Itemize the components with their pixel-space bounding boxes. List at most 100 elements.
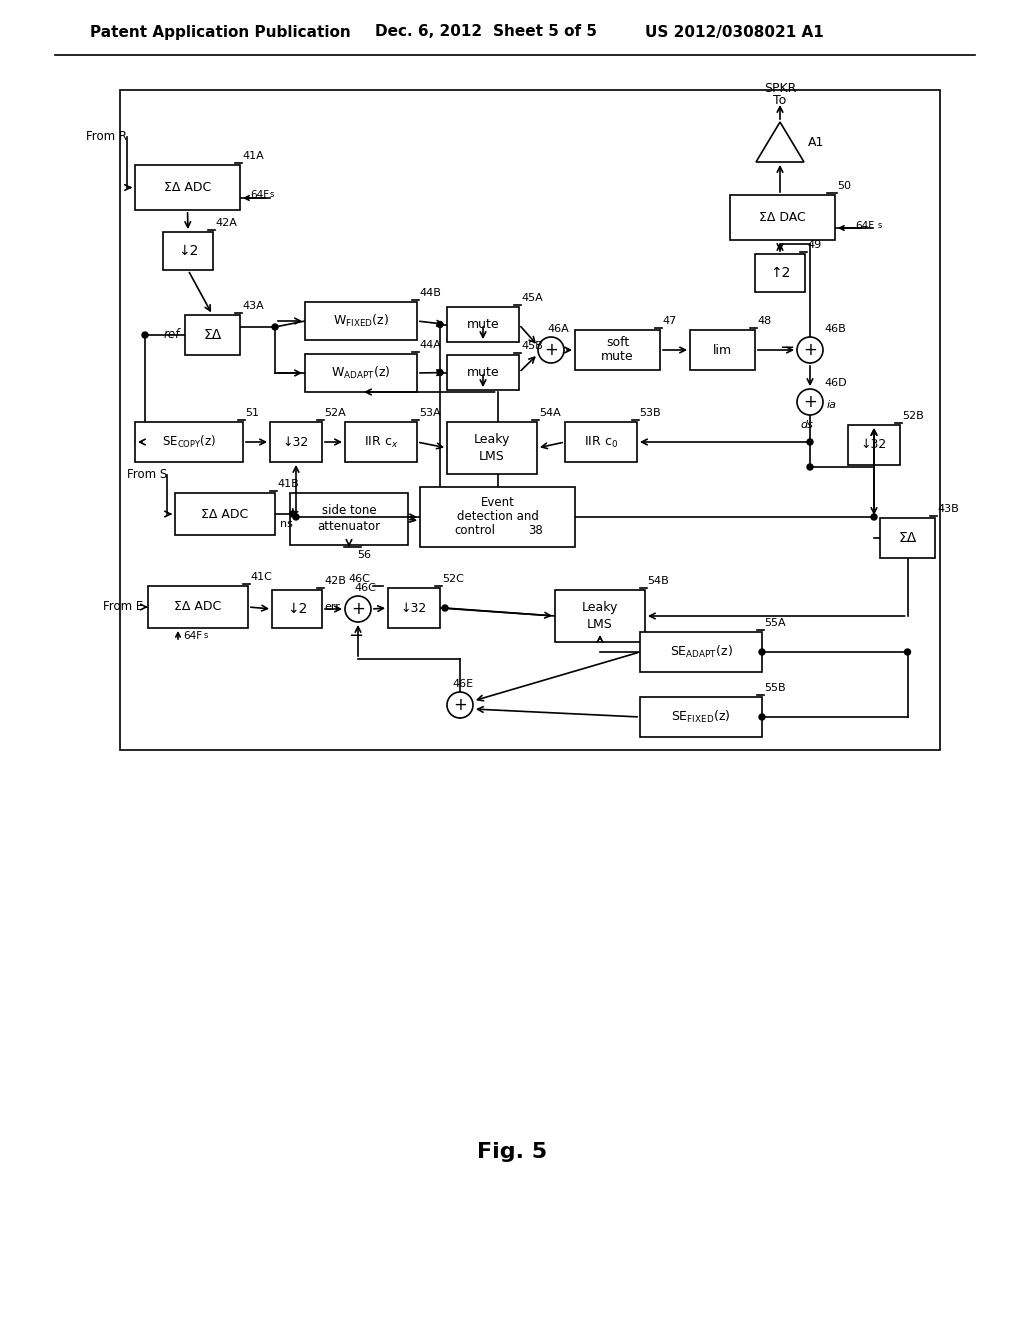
Text: 42A: 42A [215,218,237,228]
Text: 55B: 55B [764,682,785,693]
Text: Dec. 6, 2012: Dec. 6, 2012 [375,25,482,40]
FancyBboxPatch shape [135,422,243,462]
Text: 52C: 52C [442,574,464,583]
Text: ΣΔ: ΣΔ [204,327,221,342]
Text: side tone: side tone [322,504,376,517]
Text: 43A: 43A [242,301,264,312]
Text: IIR c$_x$: IIR c$_x$ [364,434,398,450]
FancyBboxPatch shape [447,308,519,342]
FancyBboxPatch shape [640,632,762,672]
Circle shape [759,714,765,719]
Text: ΣΔ ADC: ΣΔ ADC [174,601,221,614]
Text: Leaky: Leaky [474,433,510,446]
Text: 45B: 45B [521,341,543,351]
Text: 41B: 41B [278,479,299,488]
Text: Patent Application Publication: Patent Application Publication [90,25,351,40]
Text: attenuator: attenuator [317,520,381,533]
Text: lim: lim [713,343,732,356]
Text: ↓32: ↓32 [861,438,887,451]
FancyBboxPatch shape [270,422,322,462]
Text: 47: 47 [662,315,676,326]
Text: ↑2: ↑2 [770,267,791,280]
Text: −: − [348,627,364,645]
Circle shape [142,333,148,338]
Circle shape [293,513,299,520]
Text: 52A: 52A [324,408,346,418]
FancyBboxPatch shape [135,165,240,210]
Text: 46D: 46D [824,378,847,388]
Text: 50: 50 [837,181,851,191]
FancyBboxPatch shape [755,253,805,292]
Text: Fig. 5: Fig. 5 [477,1142,547,1162]
Circle shape [447,692,473,718]
Text: 52B: 52B [902,411,924,421]
Text: US 2012/0308021 A1: US 2012/0308021 A1 [645,25,823,40]
FancyBboxPatch shape [880,517,935,558]
Text: 46A: 46A [547,323,568,334]
FancyBboxPatch shape [290,492,408,545]
Circle shape [807,440,813,445]
Text: ΣΔ DAC: ΣΔ DAC [759,211,806,224]
Text: IIR c$_0$: IIR c$_0$ [584,434,618,450]
FancyBboxPatch shape [305,302,417,341]
Text: +: + [351,601,365,618]
Text: ds: ds [801,420,813,430]
Text: From R: From R [86,131,127,144]
Text: control: control [455,524,496,537]
Text: To: To [773,94,786,107]
Polygon shape [756,121,804,162]
Text: 48: 48 [757,315,771,326]
Text: 64F: 64F [855,220,874,231]
Text: W$_{\mathrm{ADAPT}}$(z): W$_{\mathrm{ADAPT}}$(z) [332,364,391,381]
Text: From E: From E [102,601,143,614]
Text: ns: ns [280,519,293,529]
Text: 56: 56 [357,550,371,560]
Text: +: + [453,696,467,714]
Text: ΣΔ ADC: ΣΔ ADC [164,181,211,194]
FancyBboxPatch shape [388,587,440,628]
Text: 46E: 46E [452,678,473,689]
FancyBboxPatch shape [848,425,900,465]
FancyBboxPatch shape [640,697,762,737]
FancyBboxPatch shape [447,422,537,474]
Text: detection and: detection and [457,511,539,524]
Text: Event: Event [480,496,514,510]
Text: From S: From S [127,469,167,482]
Text: 51: 51 [245,408,259,418]
Text: W$_{\mathrm{FIXED}}$(z): W$_{\mathrm{FIXED}}$(z) [333,313,389,329]
Text: ia: ia [827,400,837,411]
Text: +: + [803,393,817,411]
FancyBboxPatch shape [185,315,240,355]
FancyBboxPatch shape [345,422,417,462]
Circle shape [797,337,823,363]
Text: 42B: 42B [324,576,346,586]
Text: 55A: 55A [764,618,785,628]
FancyBboxPatch shape [690,330,755,370]
Circle shape [442,605,449,611]
Text: 38: 38 [528,524,543,537]
Circle shape [807,465,813,470]
Text: +: + [803,341,817,359]
Text: LMS: LMS [587,618,613,631]
Circle shape [538,337,564,363]
Text: 64F: 64F [183,631,202,642]
Text: ref: ref [164,329,180,342]
Text: 45A: 45A [521,293,543,304]
Text: ΣΔ: ΣΔ [898,531,916,545]
Text: ↓32: ↓32 [400,602,427,615]
Text: ↓32: ↓32 [283,436,309,449]
Text: SE$_{\mathrm{COPY}}$(z): SE$_{\mathrm{COPY}}$(z) [162,434,216,450]
Circle shape [437,370,443,375]
Text: mute: mute [601,351,634,363]
FancyBboxPatch shape [420,487,575,546]
FancyBboxPatch shape [447,355,519,389]
Text: 46C: 46C [354,583,376,593]
Text: mute: mute [467,318,500,331]
Text: 54A: 54A [539,408,561,418]
Text: s: s [270,190,274,199]
FancyBboxPatch shape [175,492,275,535]
Circle shape [759,649,765,655]
Text: 41A: 41A [242,150,264,161]
Text: 41C: 41C [250,572,272,582]
FancyBboxPatch shape [575,330,660,370]
